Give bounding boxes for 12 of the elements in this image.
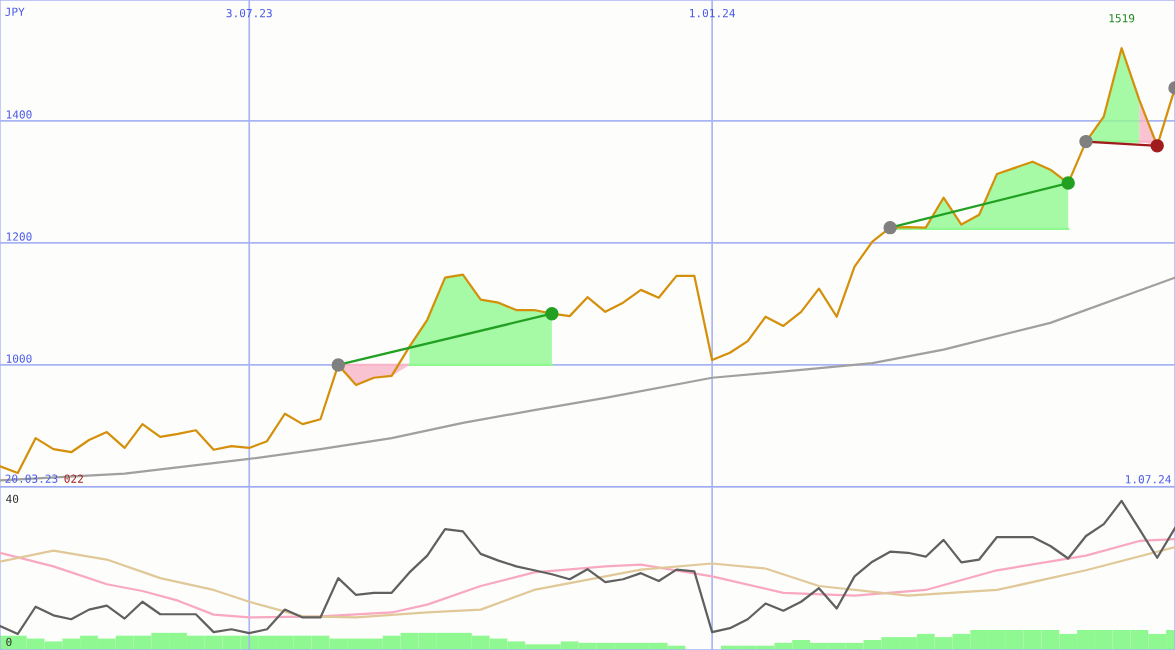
x-tick-label: 1.01.24 <box>690 8 735 18</box>
y-tick-label: 1000 <box>6 354 32 363</box>
annotation: 20.03.23 <box>5 474 58 483</box>
y-tick-label: 1200 <box>6 232 32 241</box>
annotation: 1.07.24 <box>1125 475 1171 484</box>
y-axis-title: JPY <box>5 7 25 16</box>
y-tick-label: 1400 <box>6 110 32 119</box>
y-tick-label: 0 <box>6 637 12 647</box>
annotation: 022 <box>64 474 83 483</box>
x-tick-label: 3.07.23 <box>226 8 272 18</box>
annotation: 1519 <box>1109 14 1135 23</box>
y-tick-label: 40 <box>6 494 19 504</box>
